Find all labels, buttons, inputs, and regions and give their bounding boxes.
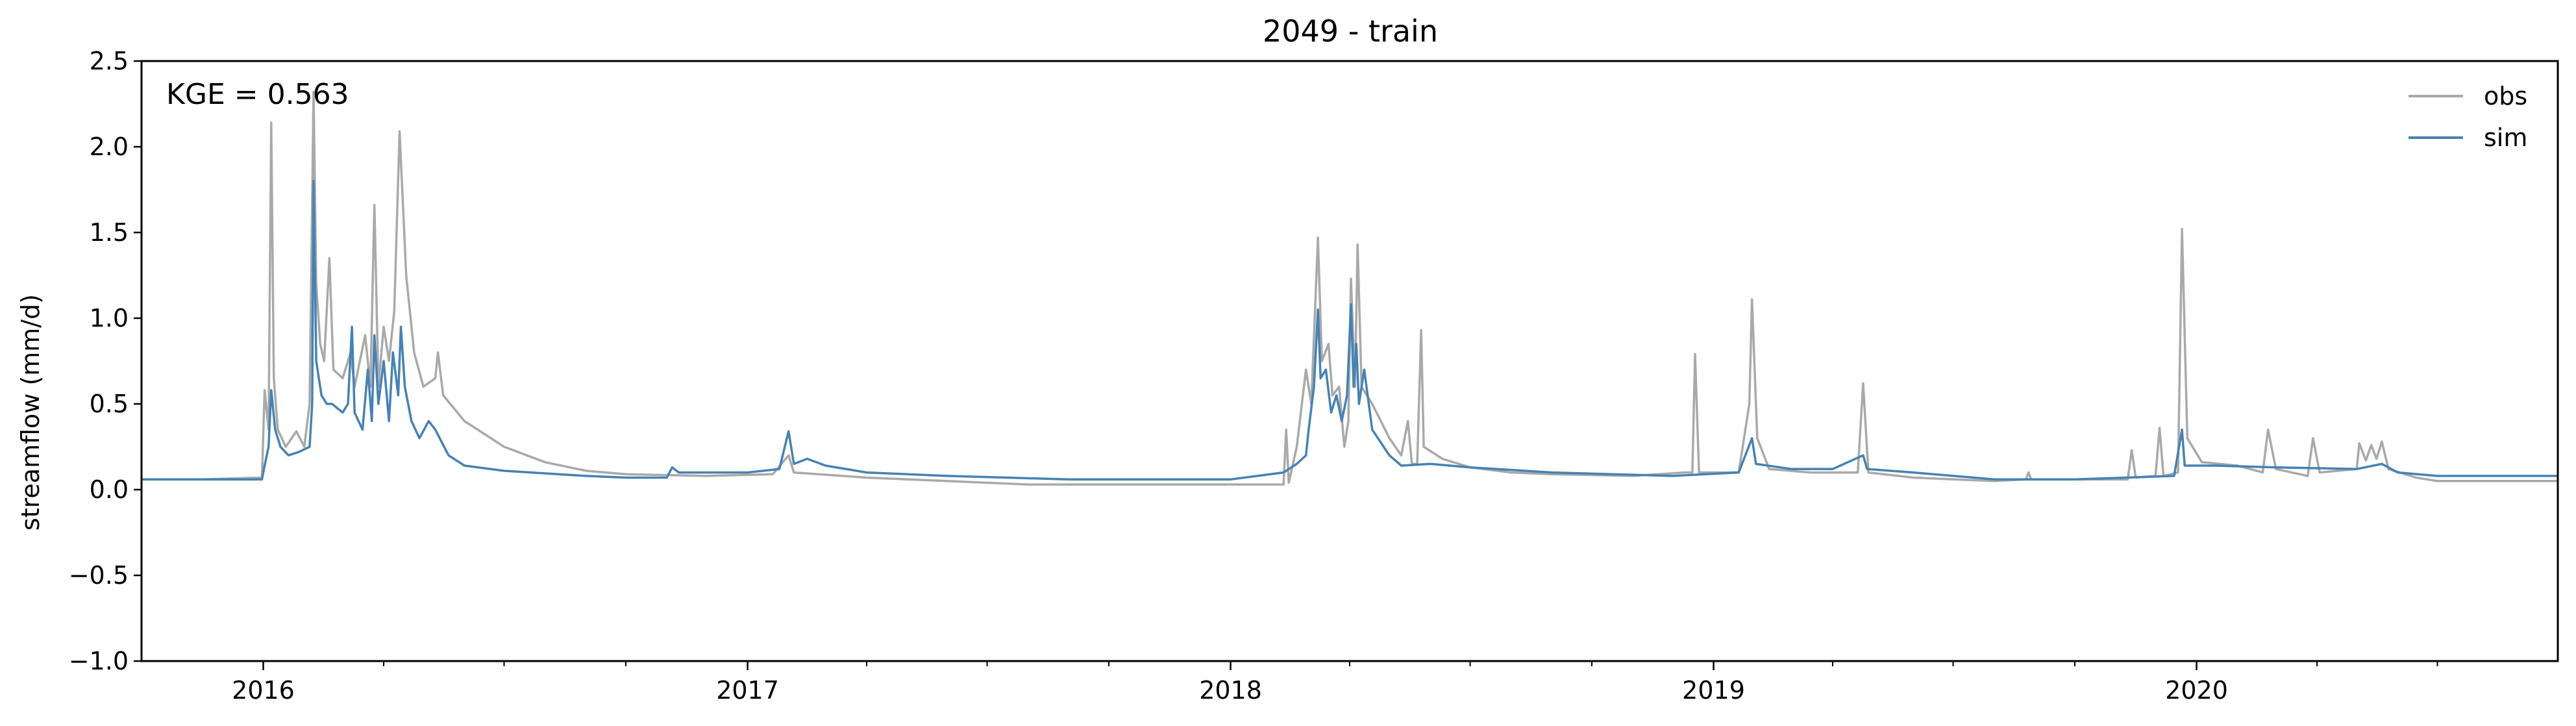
y-axis-label: streamflow (mm/d) [16, 294, 45, 531]
x-tick-label: 2018 [1199, 676, 1262, 705]
kge-annotation: KGE = 0.563 [166, 78, 349, 111]
y-tick-label: 0.5 [90, 390, 129, 418]
x-tick-label: 2020 [2165, 676, 2228, 705]
x-axis-ticks: 2016 2017 2018 2019 2020 [232, 661, 2438, 705]
legend-label-obs: obs [2484, 82, 2527, 110]
chart-title: 2049 - train [1263, 14, 1438, 49]
y-tick-label: 2.5 [90, 47, 129, 75]
y-tick-label: 1.5 [90, 218, 129, 247]
series-line-sim [142, 180, 2558, 481]
legend: obs sim [2409, 82, 2527, 152]
y-tick-label: −0.5 [69, 561, 129, 590]
series-line-obs [142, 90, 2558, 486]
x-tick-label: 2016 [232, 676, 295, 705]
legend-label-sim: sim [2484, 123, 2527, 152]
x-tick-label: 2017 [716, 676, 779, 705]
y-tick-label: −1.0 [69, 647, 129, 675]
y-tick-label: 1.0 [90, 304, 129, 332]
x-tick-label: 2019 [1682, 676, 1745, 705]
plot-area-frame [140, 60, 2559, 662]
y-axis-ticks: −1.0 −0.5 0.0 0.5 1.0 1.5 2.0 2.5 [69, 47, 142, 675]
series-lines [142, 90, 2558, 486]
y-tick-label: 2.0 [90, 132, 129, 161]
y-tick-label: 0.0 [90, 475, 129, 504]
